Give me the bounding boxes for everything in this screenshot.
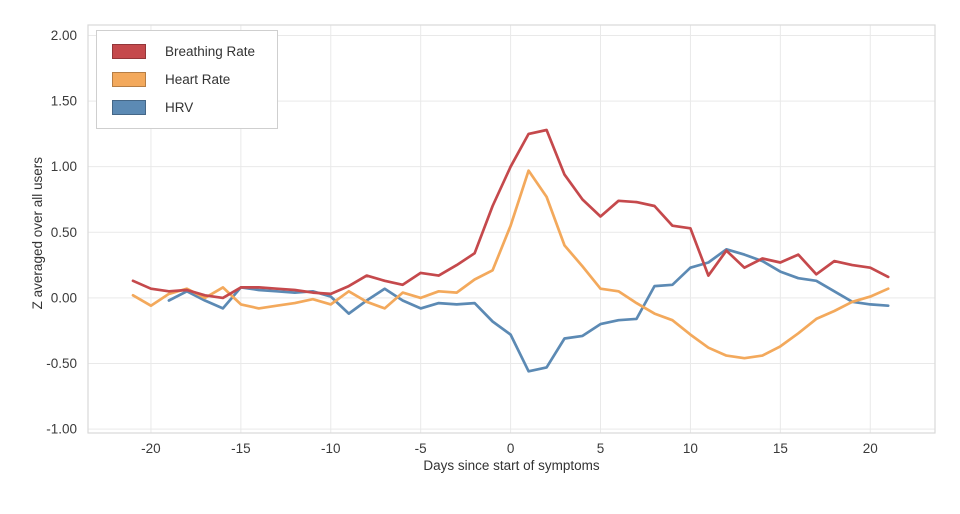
series-line-breathing-rate [131,128,890,300]
x-tick-label: -5 [415,441,427,456]
legend-item-heart-rate: Heart Rate [112,72,255,87]
x-tick-label: 15 [773,441,788,456]
y-tick-label: 2.00 [51,28,77,43]
legend-label-heart-rate: Heart Rate [165,72,231,87]
legend-label-hrv: HRV [165,100,194,115]
y-axis-title-wrap: Z averaged over all users [22,0,52,466]
x-tick-label: -15 [231,441,251,456]
legend-swatch-hrv-icon [112,100,146,115]
y-tick-label: -1.00 [46,422,77,437]
x-tick-label: -10 [321,441,341,456]
x-tick-label: 5 [597,441,605,456]
legend-swatch-heart-rate-icon [112,72,146,87]
series-line-heart-rate [131,169,890,360]
series-line-hrv [167,247,890,373]
x-tick-label: 20 [863,441,878,456]
y-tick-label: 1.50 [51,94,77,109]
plot-border [87,24,936,434]
legend-item-breathing-rate: Breathing Rate [112,44,255,59]
x-tick-label: 10 [683,441,698,456]
y-tick-label: 1.00 [51,159,77,174]
legend-label-breathing-rate: Breathing Rate [165,44,256,59]
x-tick-label: -20 [141,441,161,456]
y-tick-label: 0.50 [51,225,77,240]
y-tick-label: -0.50 [46,356,77,371]
x-axis-title: Days since start of symptoms [423,458,600,473]
legend-item-hrv: HRV [112,100,255,115]
x-tick-label: 0 [507,441,515,456]
y-axis-title: Z averaged over all users [29,156,45,310]
legend-swatch-breathing-rate-icon [112,44,146,59]
y-tick-label: 0.00 [51,290,77,305]
legend: Breathing Rate Heart Rate HRV [96,30,279,129]
